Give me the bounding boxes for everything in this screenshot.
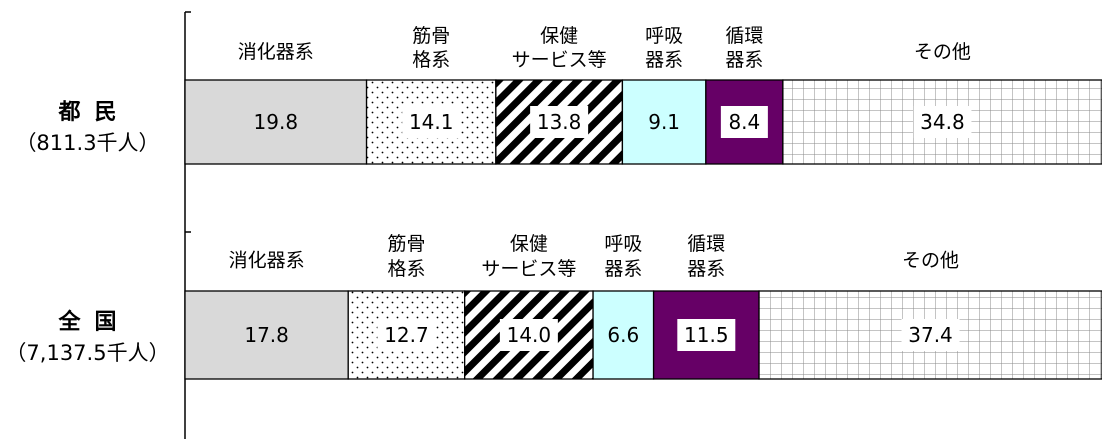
category-label-r1-c0-l0: 消化器系 (229, 250, 305, 272)
category-label-r1-c4-l0: 循環 (687, 233, 725, 255)
row-label-tomin-sub: （811.3千人） (15, 131, 160, 155)
category-label-r0-c3-l0: 呼吸 (645, 25, 683, 47)
data-label-r0-c0: 19.8 (254, 110, 299, 134)
data-label-r0-c2: 13.8 (537, 110, 582, 134)
data-label-bg-r1-c5 (901, 319, 960, 351)
data-label-r1-c3: 6.6 (607, 323, 639, 347)
category-label-r1-c3-l1: 器系 (604, 258, 642, 280)
row-label-zenkoku: 全国 （7,137.5千人） (0, 308, 175, 368)
data-label-bg-r1-c4 (677, 319, 736, 351)
data-label-bg-r0-c2 (530, 106, 589, 138)
category-label-r1-c1-l0: 筋骨 (387, 233, 425, 255)
category-label-r1-c1-l1: 格系 (387, 258, 425, 280)
category-label-r0-c4-l1: 器系 (725, 49, 763, 71)
category-label-r0-c0-l0: 消化器系 (238, 41, 314, 63)
category-label-r0-c4-l0: 循環 (725, 25, 763, 47)
data-label-bg-r0-c1 (402, 106, 461, 138)
category-label-r0-c1-l0: 筋骨 (412, 25, 450, 47)
category-label-r1-c4-l1: 器系 (687, 258, 725, 280)
data-label-r1-c5: 37.4 (908, 323, 953, 347)
data-label-bg-r1-c1 (377, 319, 436, 351)
data-label-r1-c2: 14.0 (507, 323, 552, 347)
category-label-r1-c2-l1: サービス等 (481, 258, 576, 280)
data-label-bg-r1-c2 (499, 319, 558, 351)
category-label-r1-c2-l0: 保健 (510, 233, 548, 255)
category-label-r0-c3-l1: 器系 (645, 49, 683, 71)
category-label-r0-c2-l0: 保健 (540, 25, 578, 47)
data-label-r1-c0: 17.8 (244, 323, 289, 347)
bar-segment-r0-c0 (184, 79, 368, 165)
data-label-r0-c5: 34.8 (920, 110, 965, 134)
row-label-tomin: 都民 （811.3千人） (0, 98, 175, 158)
data-label-bg-r0-c5 (913, 106, 972, 138)
category-label-r0-c5-l0: その他 (914, 41, 971, 63)
bar-segment-r1-c0 (184, 290, 349, 380)
data-label-r0-c1: 14.1 (409, 110, 454, 134)
data-label-r0-c3: 9.1 (648, 110, 680, 134)
category-label-r1-c3-l0: 呼吸 (604, 233, 642, 255)
category-label-r1-c5-l0: その他 (902, 250, 959, 272)
data-label-r1-c4: 11.5 (684, 323, 729, 347)
row-label-zenkoku-sub: （7,137.5千人） (5, 341, 170, 365)
data-label-r1-c1: 12.7 (384, 323, 429, 347)
row-label-tomin-name: 都民 (58, 100, 131, 125)
data-label-bg-r0-c4 (720, 106, 768, 138)
category-label-r0-c1-l1: 格系 (412, 49, 450, 71)
bar-segment-r0-c3 (621, 79, 707, 165)
data-label-r0-c4: 8.4 (728, 110, 760, 134)
bar-segment-r1-c3 (592, 290, 655, 380)
category-label-r0-c2-l1: サービス等 (512, 49, 607, 71)
row-label-zenkoku-name: 全国 (58, 310, 131, 335)
